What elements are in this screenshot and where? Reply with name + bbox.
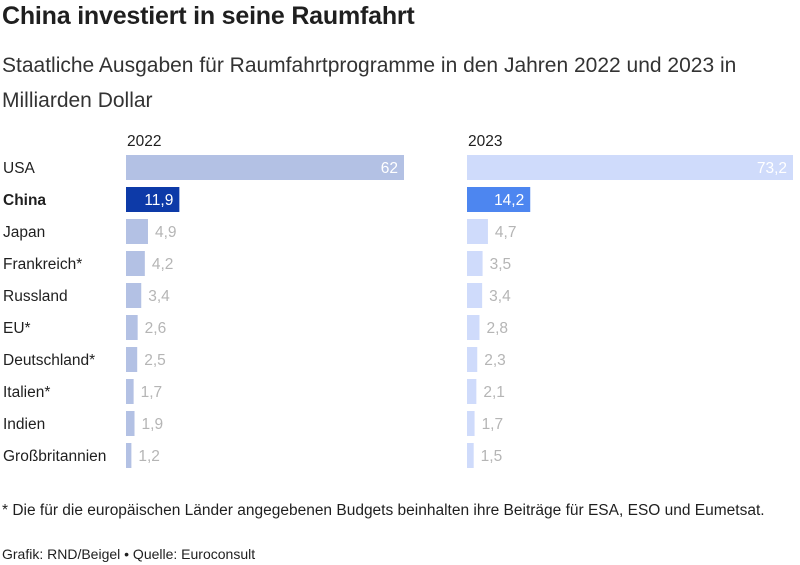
bar [467, 379, 477, 404]
category-label: Japan [3, 224, 45, 241]
bar [126, 379, 134, 404]
category-label: USA [3, 160, 36, 177]
category-label: Indien [3, 416, 45, 433]
bar [467, 443, 474, 468]
data-label: 1,7 [141, 384, 163, 401]
data-label: 11,9 [144, 192, 173, 209]
bar [126, 443, 132, 468]
data-label: 2,6 [145, 320, 167, 337]
bar [126, 315, 138, 340]
category-label: Großbritannien [3, 448, 106, 465]
bar [126, 155, 404, 180]
bar [126, 347, 138, 372]
category-label: Frankreich* [3, 256, 82, 273]
bar [467, 187, 531, 212]
bar-chart-svg: USA China Japan Frankreich* Russland EU* Deuts… [3, 133, 793, 468]
bar-chart: USA China Japan Frankreich* Russland EU* Deuts… [0, 128, 800, 478]
series-header: 2022 [127, 133, 161, 150]
bar [126, 219, 148, 244]
data-label: 62 [381, 160, 398, 177]
data-label: 3,5 [490, 256, 512, 273]
bar [126, 187, 180, 212]
data-label: 73,2 [757, 160, 787, 177]
data-label: 1,5 [481, 448, 503, 465]
data-label: 2,1 [483, 384, 505, 401]
bar [467, 283, 483, 308]
data-label: 14,2 [494, 192, 524, 209]
chart-subtitle: Staatliche Ausgaben für Raumfahrtprogram… [2, 54, 737, 112]
bar [126, 283, 142, 308]
footnote: * Die für die europäischen Länder angege… [2, 502, 765, 519]
data-label: 4,7 [495, 224, 517, 241]
bar [126, 251, 145, 276]
data-label: 1,2 [138, 448, 160, 465]
data-label: 3,4 [489, 288, 511, 305]
category-label: Russland [3, 288, 68, 305]
source-credit: Grafik: RND/Beigel • Quelle: Euroconsult [2, 546, 256, 562]
data-label: 4,9 [155, 224, 177, 241]
category-label: Italien* [3, 384, 50, 401]
bar [467, 347, 478, 372]
category-label: Deutschland* [3, 352, 95, 369]
data-label: 2,3 [484, 352, 506, 369]
data-label: 4,2 [152, 256, 174, 273]
bar [126, 411, 135, 436]
category-label: EU* [3, 320, 31, 337]
data-label: 2,8 [486, 320, 508, 337]
bar [467, 315, 480, 340]
bar [467, 411, 475, 436]
chart-title: China investiert in seine Raumfahrt [2, 2, 415, 30]
data-label: 1,7 [482, 416, 504, 433]
category-label: China [3, 192, 46, 209]
bar [467, 155, 793, 180]
data-label: 1,9 [142, 416, 164, 433]
bar [467, 219, 488, 244]
bar [467, 251, 483, 276]
data-label: 3,4 [148, 288, 170, 305]
series-header: 2023 [468, 133, 502, 150]
data-label: 2,5 [144, 352, 166, 369]
